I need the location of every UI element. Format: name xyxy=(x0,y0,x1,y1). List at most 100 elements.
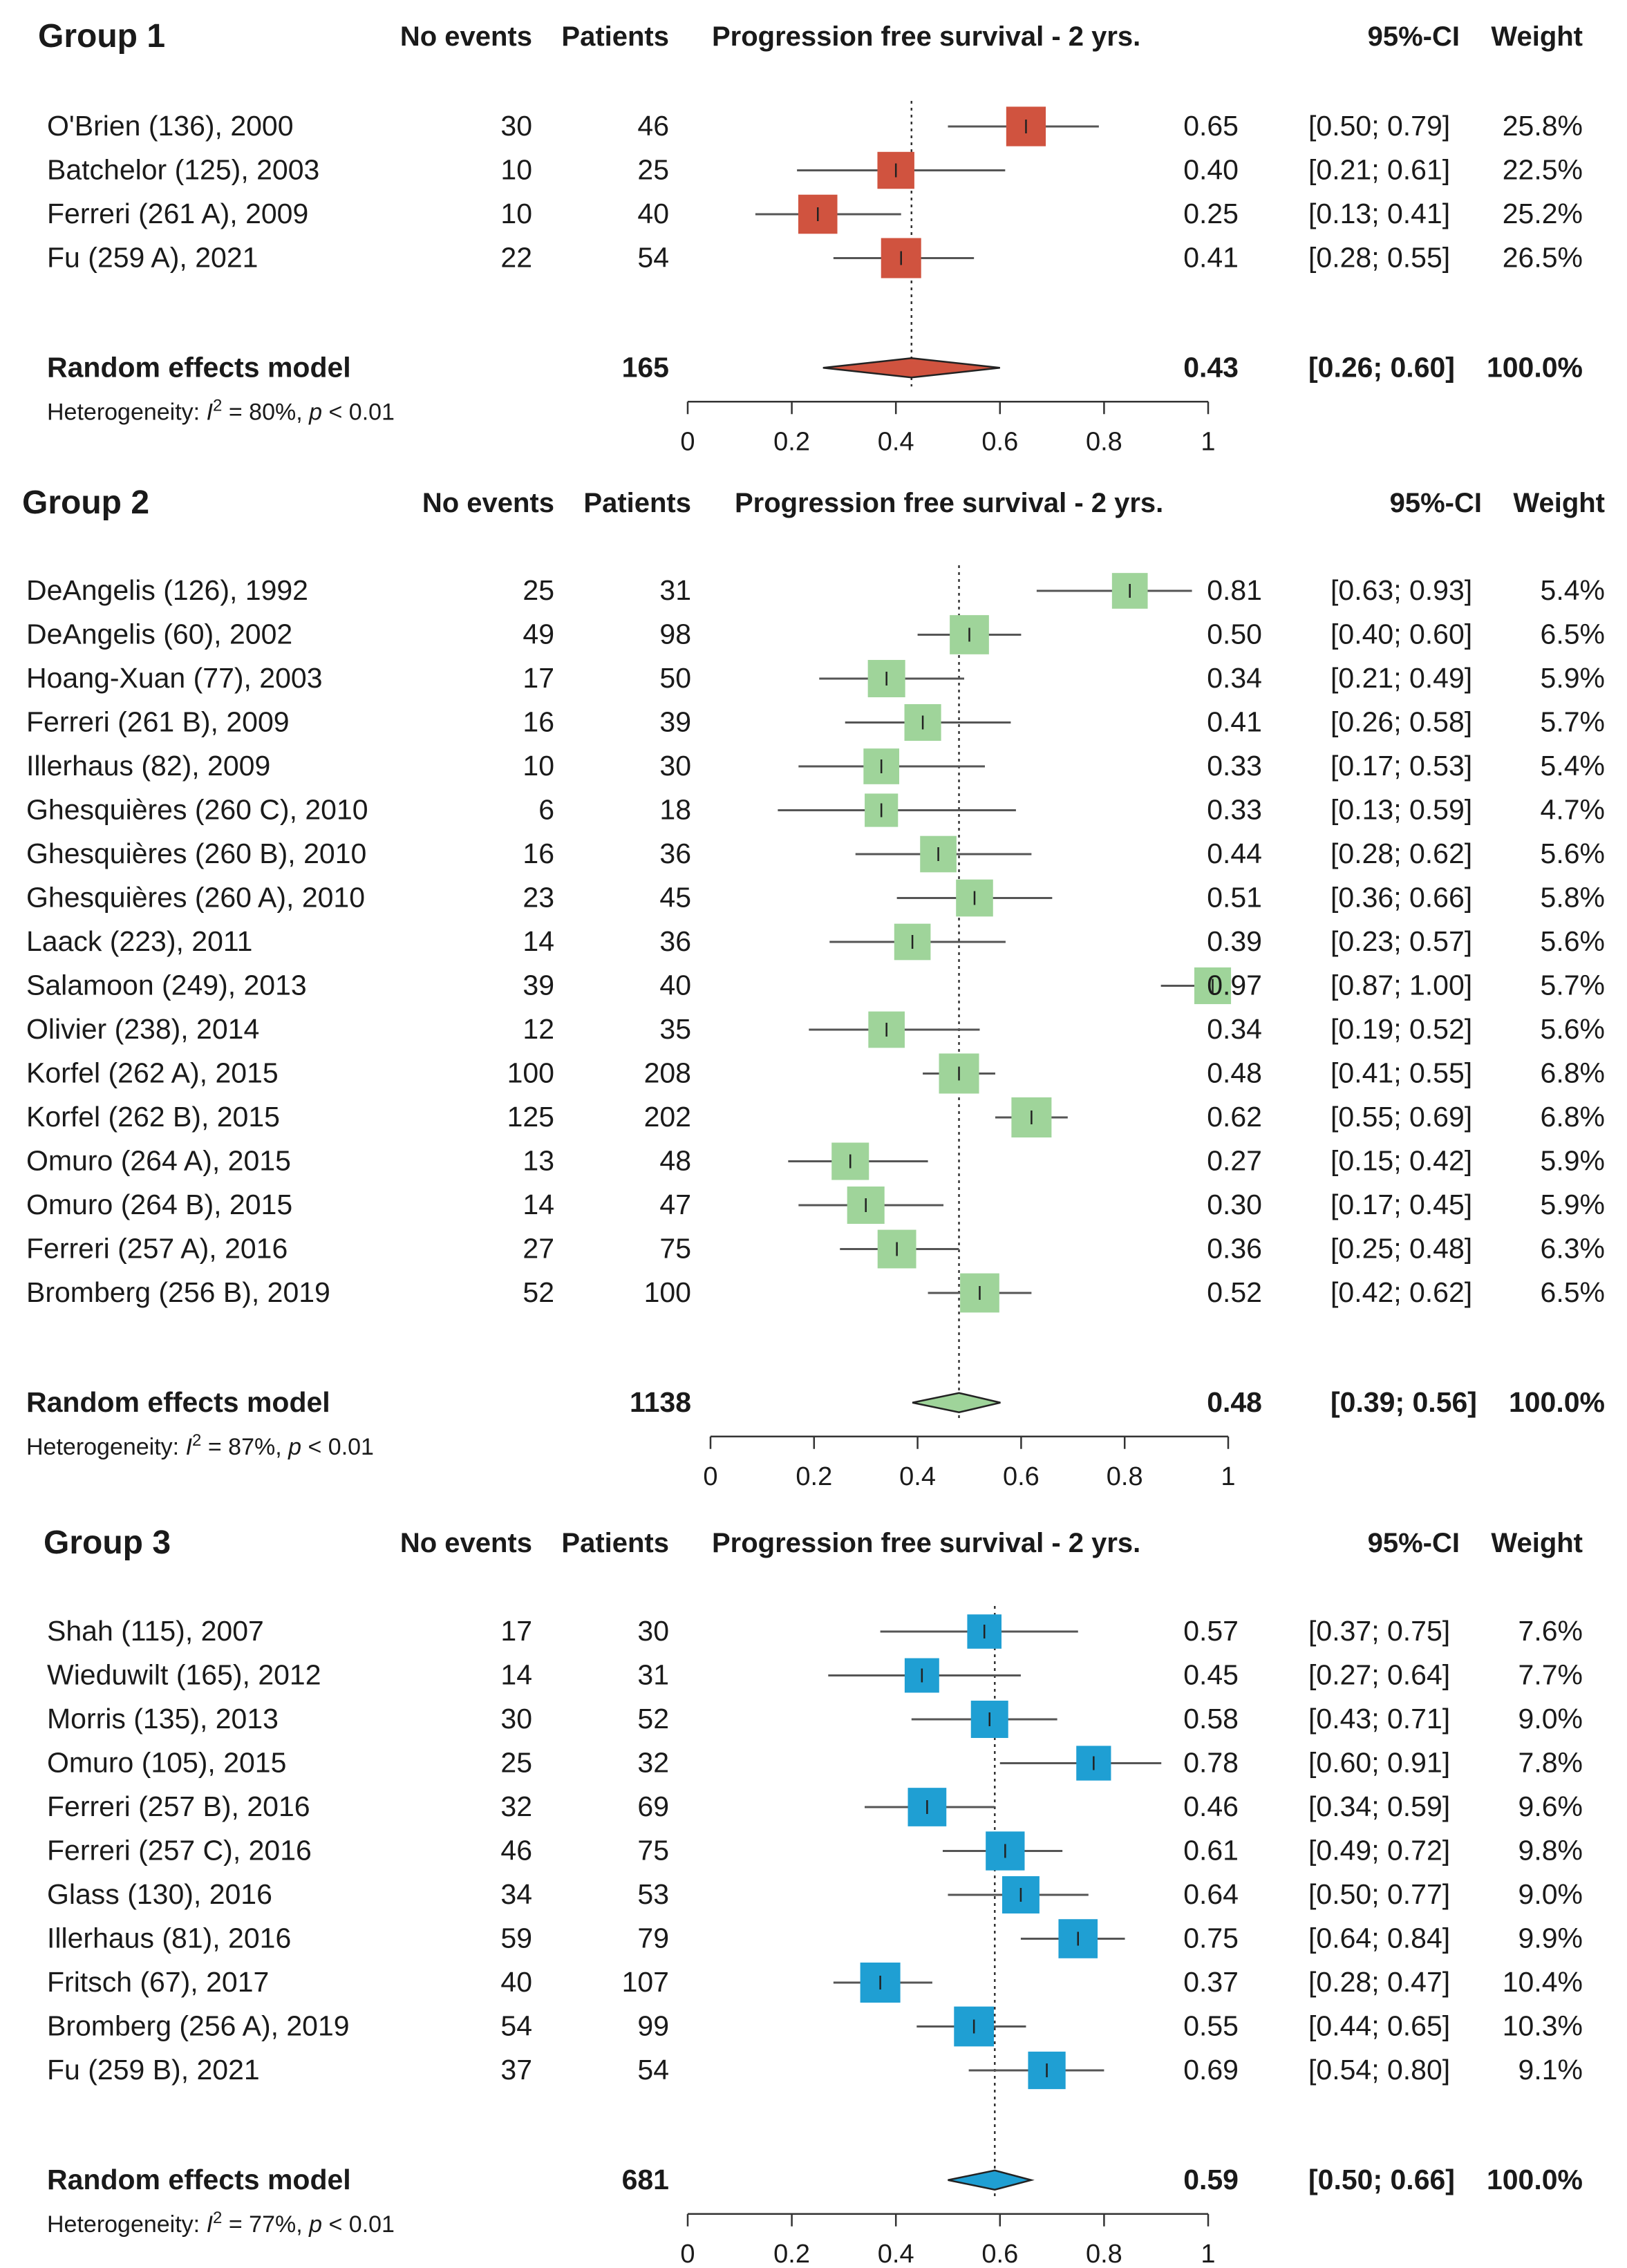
study-estimate: 0.41 xyxy=(1207,706,1262,738)
study-ci: [0.63; 0.93] xyxy=(1330,574,1472,606)
study-weight: 5.9% xyxy=(1541,662,1605,694)
summary-label: Random effects model xyxy=(47,351,351,383)
study-name: Omuro (105), 2015 xyxy=(47,1747,286,1779)
study-estimate: 0.64 xyxy=(1183,1878,1239,1910)
study-name: Fu (259 B), 2021 xyxy=(47,2054,260,2086)
study-estimate: 0.61 xyxy=(1183,1835,1239,1867)
study-ci: [0.40; 0.60] xyxy=(1330,618,1472,650)
study-row: Korfel (262 A), 2015 100 208 0.48 [0.41; 0.5… xyxy=(26,1053,1605,1094)
study-patients: 75 xyxy=(659,1233,691,1265)
study-ci: [0.13; 0.59] xyxy=(1330,794,1472,826)
study-events: 49 xyxy=(523,618,554,650)
study-estimate: 0.57 xyxy=(1183,1615,1239,1647)
header-events: No events xyxy=(400,1528,532,1558)
study-weight: 9.1% xyxy=(1518,2054,1583,2086)
summary-estimate: 0.59 xyxy=(1183,2164,1239,2195)
study-ci: [0.28; 0.47] xyxy=(1308,1966,1450,1998)
study-events: 23 xyxy=(523,882,554,914)
study-name: Laack (223), 2011 xyxy=(26,925,252,957)
study-events: 37 xyxy=(500,2054,532,2086)
study-estimate: 0.51 xyxy=(1207,882,1262,914)
study-events: 52 xyxy=(523,1276,554,1308)
x-tick-label: 0 xyxy=(680,2240,695,2268)
x-axis: 0 0.2 0.4 0.6 0.8 1 xyxy=(680,401,1216,456)
heterogeneity-text: Heterogeneity: I2 = 80%, p < 0.01 xyxy=(47,396,395,426)
study-row: Olivier (238), 2014 12 35 0.34 [0.19; 0.52] 5… xyxy=(26,1011,1605,1048)
study-ci: [0.19; 0.52] xyxy=(1330,1013,1472,1045)
x-tick-label: 0.2 xyxy=(773,427,810,456)
study-row: Korfel (262 B), 2015 125 202 0.62 [0.55; 0.6… xyxy=(26,1097,1605,1137)
summary-diamond xyxy=(948,2169,1035,2191)
study-ci: [0.43; 0.71] xyxy=(1308,1703,1450,1735)
study-patients: 98 xyxy=(659,618,691,650)
study-weight: 9.0% xyxy=(1518,1878,1583,1910)
study-name: Ghesquières (260 B), 2010 xyxy=(26,838,366,869)
study-estimate: 0.37 xyxy=(1183,1966,1239,1998)
summary-row: Random effects model 681 0.59 [0.50; 0.66] 1… xyxy=(47,2164,1583,2195)
x-tick-label: 0.4 xyxy=(899,1462,936,1491)
study-ci: [0.64; 0.84] xyxy=(1308,1922,1450,1954)
study-events: 14 xyxy=(523,925,554,957)
study-ci: [0.15; 0.42] xyxy=(1330,1145,1472,1177)
study-weight: 5.4% xyxy=(1541,574,1605,606)
x-tick-label: 0.6 xyxy=(981,2240,1018,2268)
study-ci: [0.34; 0.59] xyxy=(1308,1790,1450,1822)
heterogeneity-text: Heterogeneity: I2 = 77%, p < 0.01 xyxy=(47,2208,395,2238)
summary-weight: 100.0% xyxy=(1487,351,1583,383)
forest-group-1: Group 1 No events Patients Progression free… xyxy=(38,18,1583,456)
summary-diamond xyxy=(822,357,1000,379)
study-row: Morris (135), 2013 30 52 0.58 [0.43; 0.71] 9.… xyxy=(47,1701,1583,1738)
study-row: Fu (259 A), 2021 22 54 0.41 [0.28; 0.55] 26.5… xyxy=(47,238,1583,278)
summary-row: Random effects model 1138 0.48 [0.39; 0.56]… xyxy=(26,1386,1605,1418)
study-events: 100 xyxy=(507,1057,554,1089)
study-row: Ghesquières (260 A), 2010 23 45 0.51 [0.36; … xyxy=(26,879,1605,917)
study-events: 14 xyxy=(523,1189,554,1220)
study-row: Shah (115), 2007 17 30 0.57 [0.37; 0.75] 7.6% xyxy=(47,1614,1583,1649)
study-row: Omuro (105), 2015 25 32 0.78 [0.60; 0.91] 7.8… xyxy=(47,1746,1583,1781)
study-events: 16 xyxy=(523,706,554,738)
study-estimate: 0.36 xyxy=(1207,1233,1262,1265)
study-weight: 5.8% xyxy=(1541,882,1605,914)
x-tick-label: 0.6 xyxy=(1003,1462,1040,1491)
group-title: Group 1 xyxy=(38,18,165,55)
study-name: Morris (135), 2013 xyxy=(47,1703,279,1735)
study-estimate: 0.55 xyxy=(1183,2010,1239,2042)
study-estimate: 0.69 xyxy=(1183,2054,1239,2086)
study-name: Wieduwilt (165), 2012 xyxy=(47,1659,321,1691)
study-weight: 4.7% xyxy=(1541,794,1605,826)
study-ci: [0.44; 0.65] xyxy=(1308,2010,1450,2042)
study-estimate: 0.39 xyxy=(1207,925,1262,957)
study-weight: 6.8% xyxy=(1541,1101,1605,1133)
x-tick-label: 0 xyxy=(680,427,695,456)
study-weight: 9.0% xyxy=(1518,1703,1583,1735)
forest-group-3: Group 3 No events Patients Progression free… xyxy=(44,1524,1583,2268)
study-weight: 10.3% xyxy=(1503,2010,1583,2042)
study-row: DeAngelis (60), 2002 49 98 0.50 [0.40; 0.60]… xyxy=(26,615,1605,654)
study-patients: 45 xyxy=(659,882,691,914)
study-patients: 47 xyxy=(659,1189,691,1220)
study-name: Salamoon (249), 2013 xyxy=(26,970,307,1001)
study-estimate: 0.50 xyxy=(1207,618,1262,650)
header-weight: Weight xyxy=(1491,21,1583,52)
study-patients: 36 xyxy=(659,838,691,869)
header-patients: Patients xyxy=(583,488,691,518)
study-ci: [0.28; 0.62] xyxy=(1330,838,1472,869)
study-ci: [0.54; 0.80] xyxy=(1308,2054,1450,2086)
study-row: Ferreri (261 A), 2009 10 40 0.25 [0.13; 0.41… xyxy=(47,194,1583,234)
summary-ci: [0.39; 0.56] xyxy=(1330,1386,1477,1418)
study-patients: 99 xyxy=(637,2010,669,2042)
study-ci: [0.41; 0.55] xyxy=(1330,1057,1472,1089)
x-tick-label: 0.8 xyxy=(1086,427,1122,456)
study-events: 12 xyxy=(523,1013,554,1045)
study-events: 30 xyxy=(500,1703,532,1735)
study-name: Bromberg (256 B), 2019 xyxy=(26,1276,330,1308)
study-name: Fu (259 A), 2021 xyxy=(47,242,258,274)
study-estimate: 0.40 xyxy=(1183,154,1239,186)
study-ci: [0.50; 0.77] xyxy=(1308,1878,1450,1910)
study-name: DeAngelis (126), 1992 xyxy=(26,574,308,606)
summary-label: Random effects model xyxy=(47,2164,351,2195)
study-ci: [0.25; 0.48] xyxy=(1330,1233,1472,1265)
study-events: 46 xyxy=(500,1835,532,1867)
study-patients: 36 xyxy=(659,925,691,957)
